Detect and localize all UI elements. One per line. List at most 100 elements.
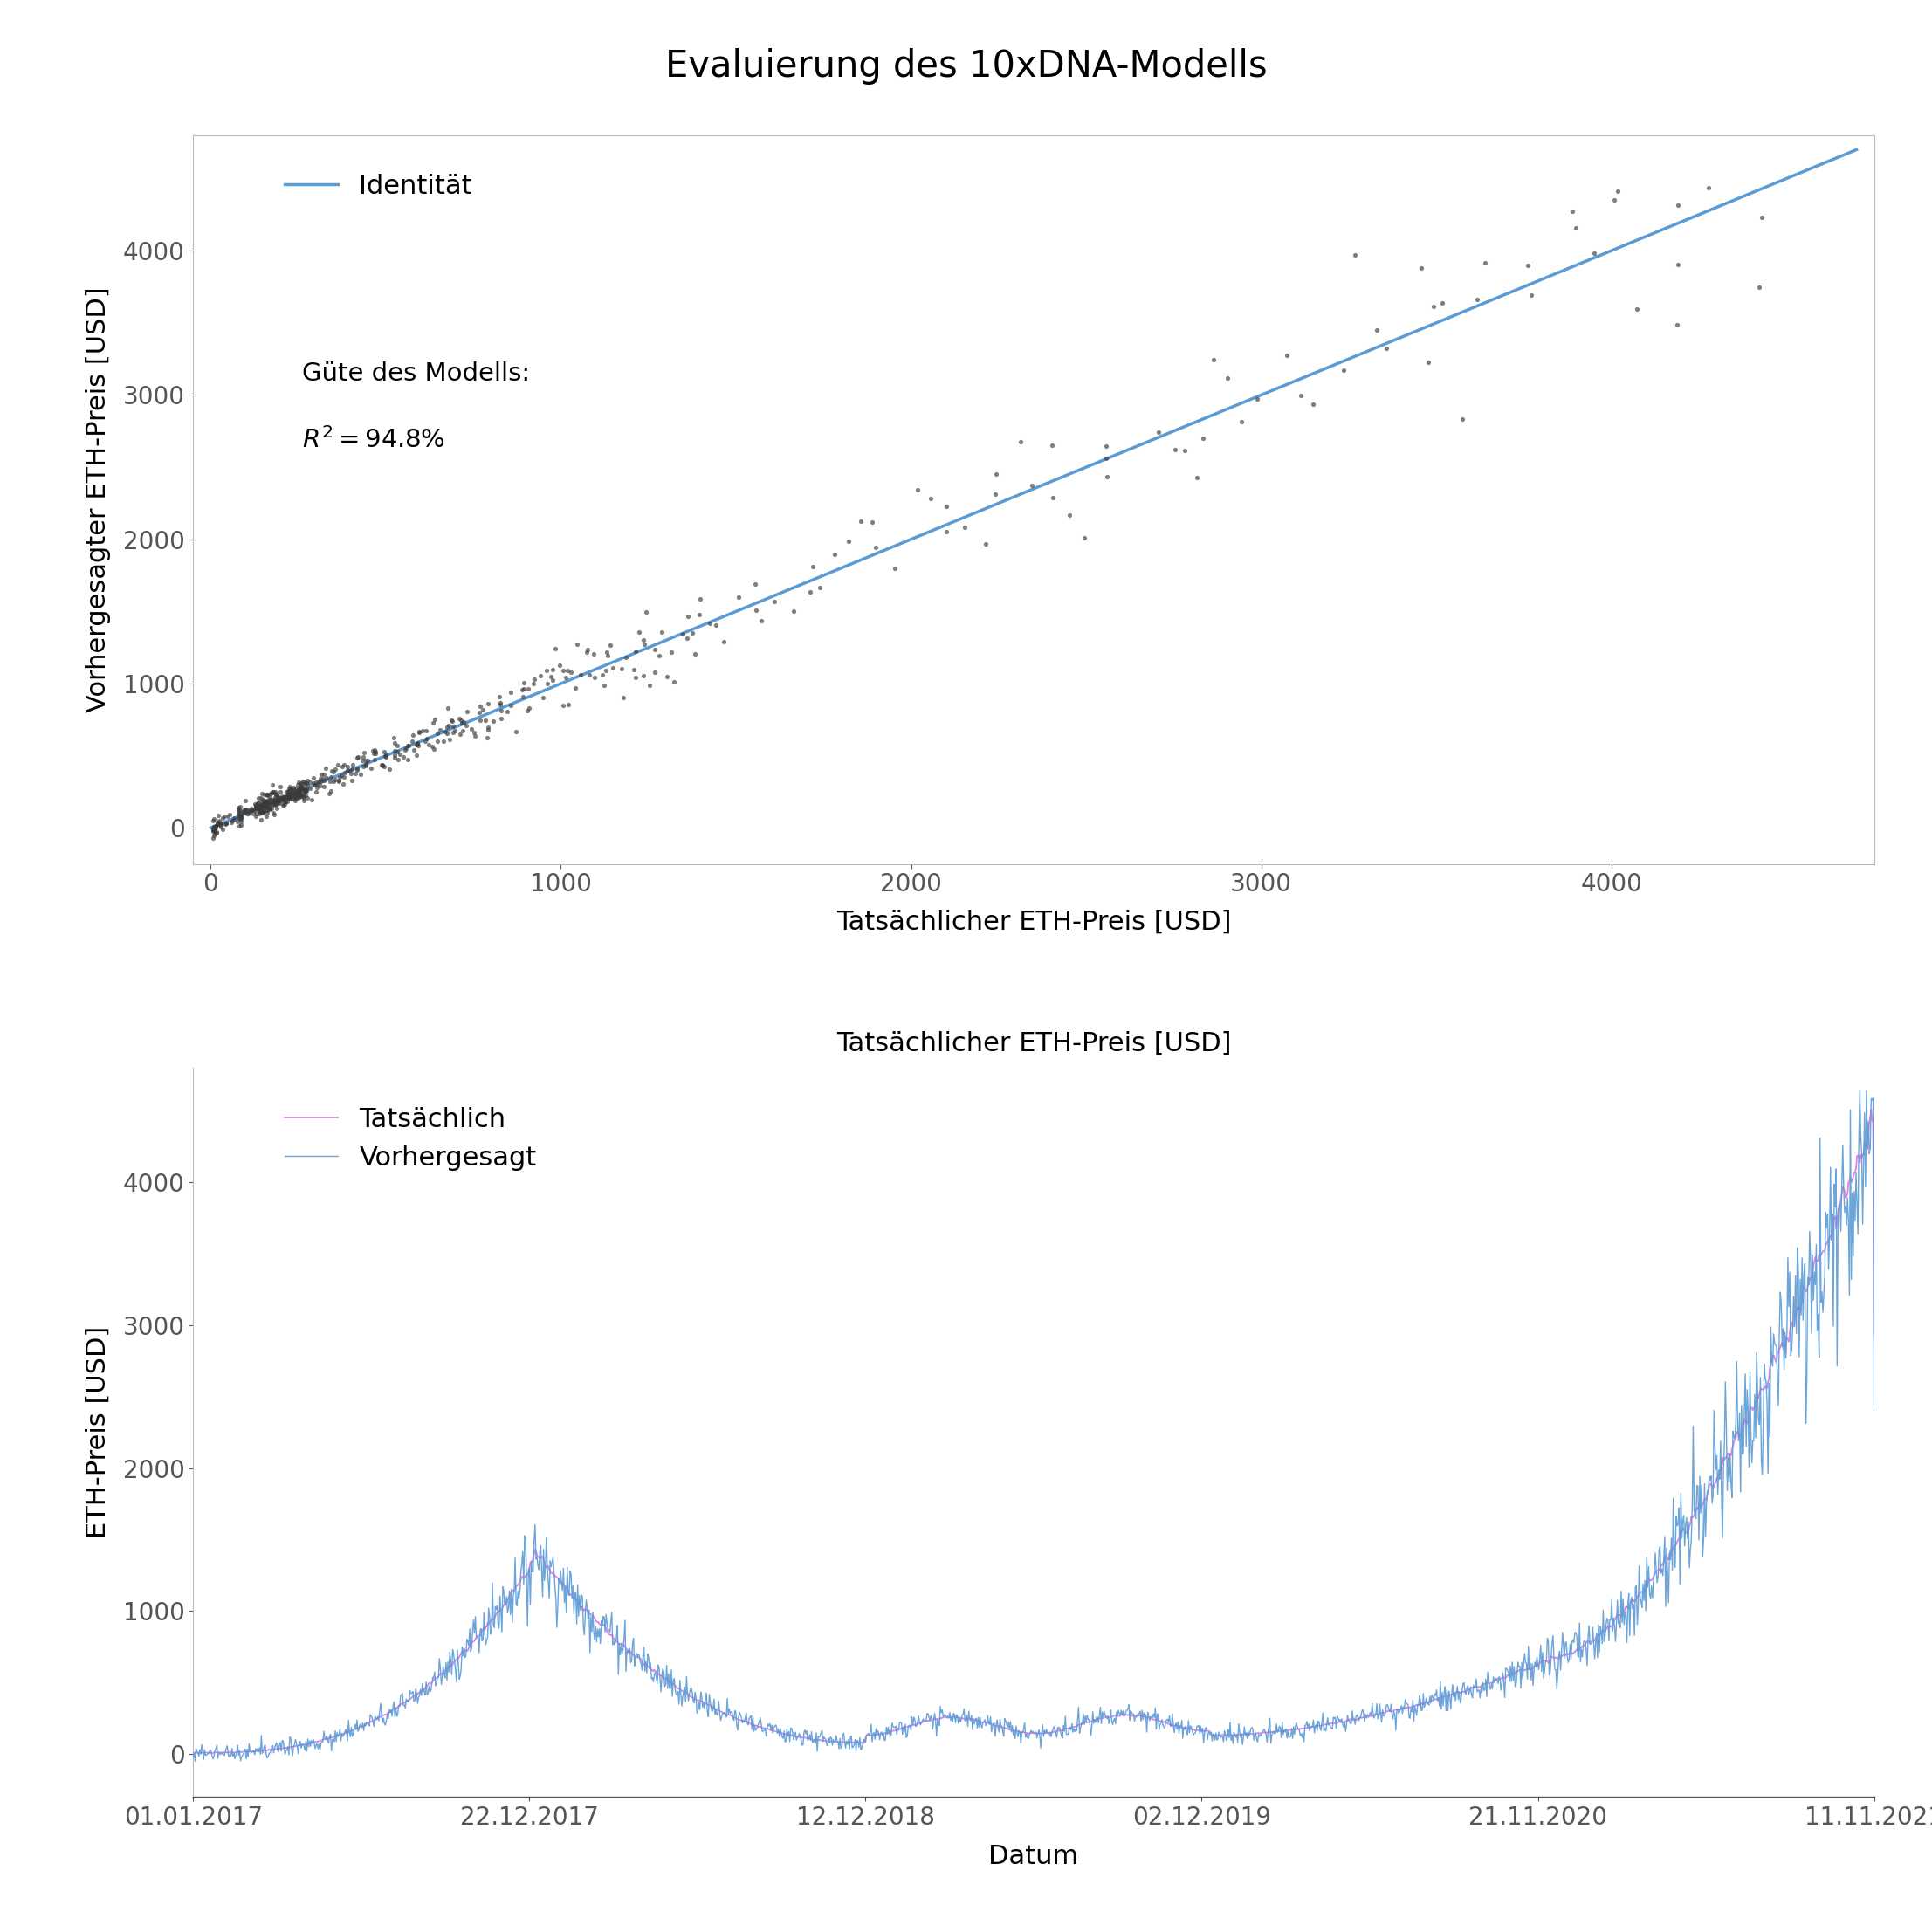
Legend: Tatsächlich, Vorhergesagt: Tatsächlich, Vorhergesagt — [274, 1095, 547, 1180]
Point — [413, 728, 444, 759]
Point — [290, 775, 321, 806]
Point — [226, 804, 257, 835]
Point — [296, 784, 327, 815]
Point — [846, 506, 877, 537]
Point — [278, 773, 309, 804]
Point — [531, 655, 562, 686]
Point — [267, 782, 298, 813]
Point — [294, 773, 325, 804]
Point — [759, 585, 790, 616]
X-axis label: Tatsächlicher ETH-Preis [USD]: Tatsächlicher ETH-Preis [USD] — [837, 910, 1231, 935]
Point — [205, 808, 236, 838]
Point — [342, 742, 373, 773]
Point — [431, 717, 462, 748]
Point — [572, 634, 603, 665]
Point — [245, 790, 276, 821]
Point — [211, 808, 241, 838]
Point — [243, 798, 274, 829]
Point — [1016, 469, 1047, 500]
Point — [309, 765, 340, 796]
Point — [473, 715, 504, 746]
Point — [241, 790, 272, 821]
Point — [460, 717, 491, 748]
Point — [307, 763, 338, 794]
Point — [243, 792, 274, 823]
Point — [655, 638, 686, 668]
Point — [338, 750, 369, 781]
Point — [460, 721, 491, 752]
Point — [1144, 417, 1175, 448]
Point — [371, 740, 402, 771]
Point — [303, 767, 334, 798]
Point — [236, 796, 267, 827]
Point — [261, 779, 292, 810]
Point — [251, 790, 282, 821]
Point — [624, 616, 655, 647]
Point — [369, 752, 400, 782]
Point — [527, 682, 558, 713]
Point — [1339, 240, 1370, 270]
Point — [379, 723, 410, 753]
Point — [278, 781, 309, 811]
Point — [284, 777, 315, 808]
Point — [464, 692, 495, 723]
Point — [243, 786, 274, 817]
Point — [931, 516, 962, 547]
Point — [282, 781, 313, 811]
Point — [257, 784, 288, 815]
Point — [265, 784, 296, 815]
Point — [240, 790, 270, 821]
Point — [348, 752, 379, 782]
Point — [199, 804, 230, 835]
Point — [249, 796, 280, 827]
Point — [241, 792, 272, 823]
Point — [265, 784, 296, 815]
Point — [1092, 431, 1122, 462]
Point — [259, 784, 290, 815]
Point — [240, 792, 270, 823]
Point — [357, 736, 388, 767]
Point — [251, 796, 282, 827]
Point — [261, 781, 292, 811]
Point — [980, 479, 1010, 510]
Point — [282, 767, 313, 798]
Point — [473, 711, 504, 742]
Point — [659, 667, 690, 697]
Point — [319, 765, 350, 796]
Point — [299, 767, 330, 798]
Point — [444, 719, 475, 750]
Point — [367, 750, 398, 781]
Point — [402, 728, 433, 759]
Point — [508, 682, 539, 713]
Point — [280, 784, 311, 815]
Point — [512, 696, 543, 726]
Point — [526, 661, 556, 692]
Point — [241, 788, 272, 819]
Point — [1068, 522, 1099, 553]
Point — [245, 796, 276, 827]
Point — [288, 782, 319, 813]
Point — [634, 670, 665, 701]
Point — [701, 609, 732, 639]
Point — [315, 767, 346, 798]
Point — [468, 696, 498, 726]
Point — [412, 715, 442, 746]
Point — [228, 796, 259, 827]
Point — [591, 636, 622, 667]
Point — [379, 734, 410, 765]
Point — [477, 705, 508, 736]
Point — [278, 777, 309, 808]
Point — [247, 788, 278, 819]
Point — [199, 815, 230, 846]
Point — [249, 786, 280, 817]
Title: Tatsächlicher ETH-Preis [USD]: Tatsächlicher ETH-Preis [USD] — [837, 1032, 1231, 1057]
Point — [201, 810, 232, 840]
Point — [199, 811, 230, 842]
Point — [276, 779, 307, 810]
Point — [267, 784, 298, 815]
Point — [301, 777, 332, 808]
Point — [549, 690, 580, 721]
Point — [639, 634, 670, 665]
Point — [272, 782, 303, 813]
Point — [417, 732, 448, 763]
